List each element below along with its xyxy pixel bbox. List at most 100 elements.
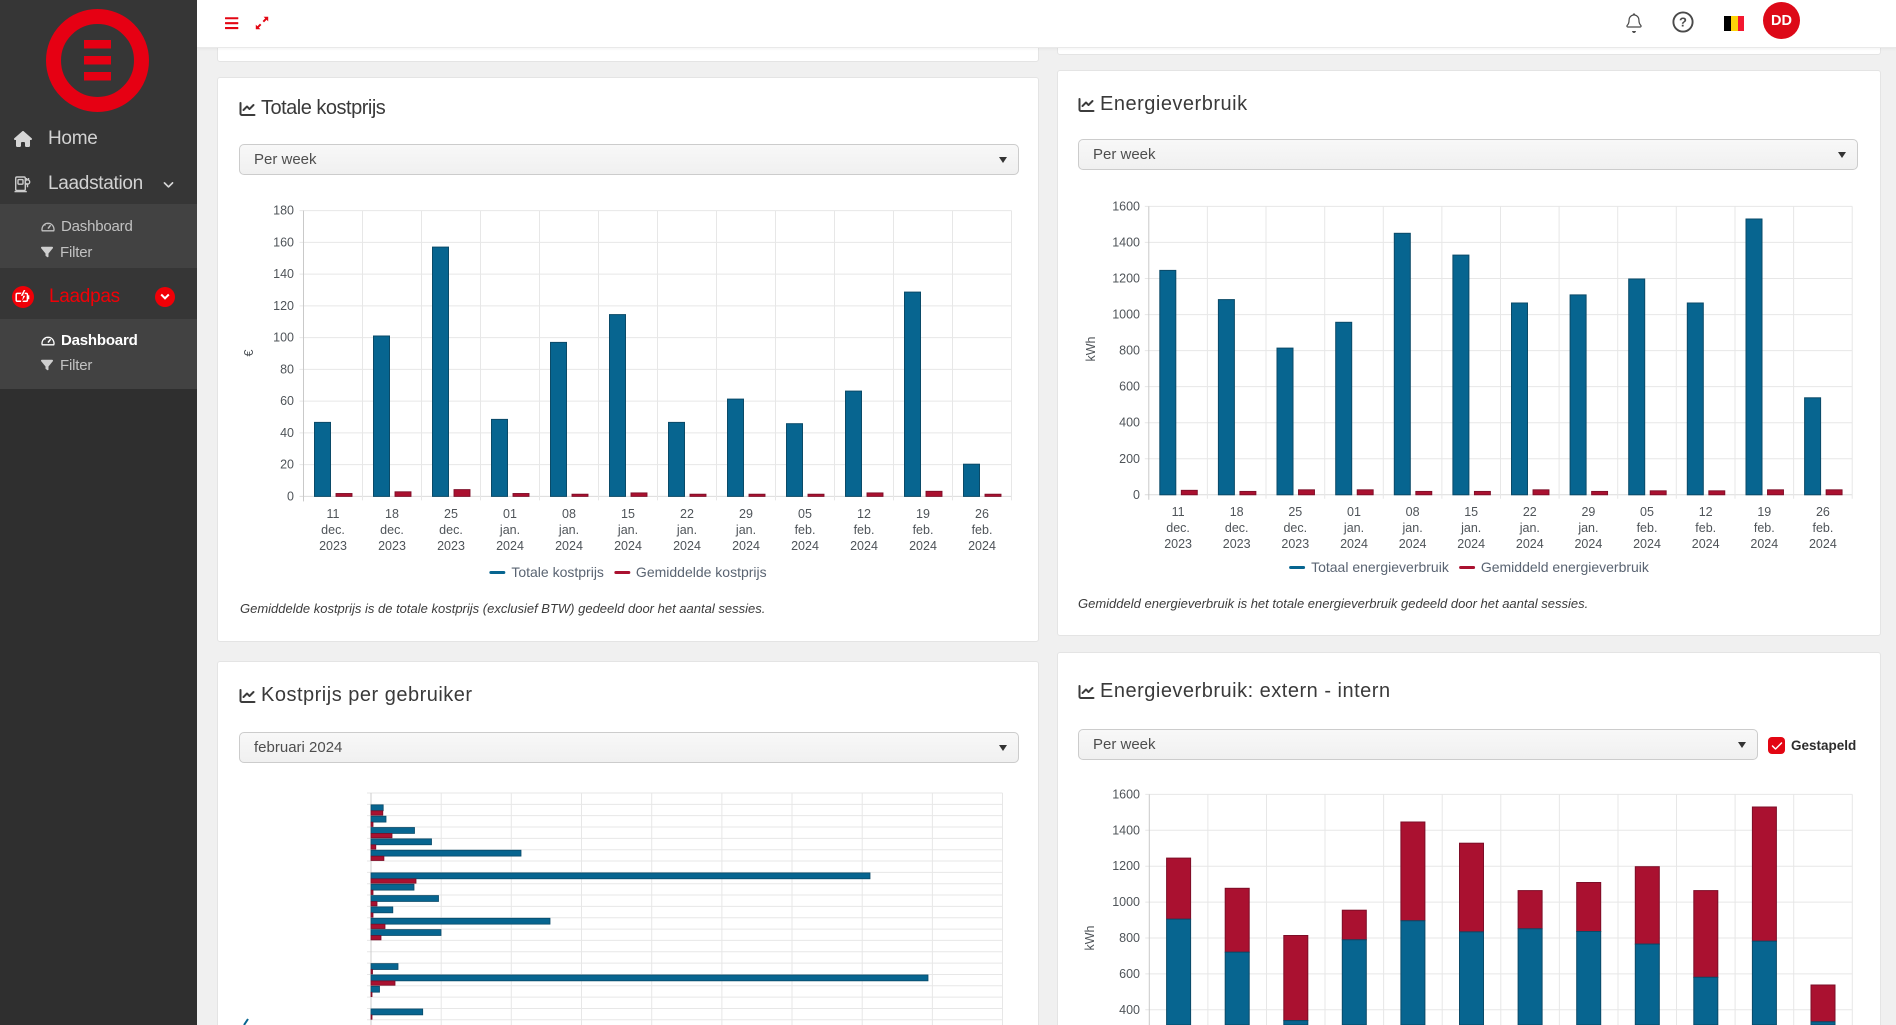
svg-text:2024: 2024	[614, 539, 642, 553]
svg-text:jan.: jan.	[499, 523, 520, 537]
svg-text:2024: 2024	[1340, 537, 1368, 551]
svg-text:jan.: jan.	[1343, 521, 1364, 535]
svg-text:25: 25	[444, 507, 458, 521]
svg-text:80: 80	[280, 362, 294, 376]
svg-text:22: 22	[1523, 505, 1537, 519]
svg-text:22: 22	[680, 507, 694, 521]
svg-text:feb.: feb.	[854, 523, 875, 537]
svg-text:2024: 2024	[909, 539, 937, 553]
svg-text:2024: 2024	[1516, 537, 1544, 551]
svg-text:2023: 2023	[319, 539, 347, 553]
svg-text:jan.: jan.	[1519, 521, 1540, 535]
svg-text:2024: 2024	[1457, 537, 1485, 551]
svg-text:25: 25	[1288, 505, 1302, 519]
svg-text:feb.: feb.	[795, 523, 816, 537]
svg-text:?: ?	[1679, 15, 1687, 30]
svg-text:feb.: feb.	[1637, 521, 1658, 535]
svg-text:1200: 1200	[1112, 272, 1140, 286]
svg-text:20: 20	[280, 458, 294, 472]
svg-text:dec.: dec.	[439, 523, 463, 537]
svg-text:2024: 2024	[1692, 537, 1720, 551]
svg-text:2024: 2024	[1750, 537, 1778, 551]
svg-text:2024: 2024	[732, 539, 760, 553]
svg-text:2024: 2024	[673, 539, 701, 553]
svg-text:2024: 2024	[555, 539, 583, 553]
svg-text:dec.: dec.	[380, 523, 404, 537]
svg-text:26: 26	[975, 507, 989, 521]
svg-text:12: 12	[857, 507, 871, 521]
svg-text:18: 18	[385, 507, 399, 521]
svg-text:26: 26	[1816, 505, 1830, 519]
svg-text:2023: 2023	[437, 539, 465, 553]
svg-text:800: 800	[1119, 931, 1140, 945]
svg-text:1200: 1200	[1112, 859, 1140, 873]
svg-text:19: 19	[916, 507, 930, 521]
svg-text:1000: 1000	[1112, 308, 1140, 322]
svg-text:11: 11	[327, 507, 340, 521]
svg-text:dec.: dec.	[1225, 521, 1249, 535]
svg-text:jan.: jan.	[1460, 521, 1481, 535]
svg-text:jan.: jan.	[1577, 521, 1598, 535]
svg-text:2024: 2024	[968, 539, 996, 553]
svg-text:kWh: kWh	[1083, 925, 1097, 950]
svg-text:feb.: feb.	[1754, 521, 1775, 535]
svg-text:2023: 2023	[1281, 537, 1309, 551]
svg-text:0: 0	[287, 489, 294, 503]
svg-text:jan.: jan.	[617, 523, 638, 537]
svg-text:120: 120	[273, 299, 294, 313]
svg-text:dec.: dec.	[1166, 521, 1190, 535]
svg-text:1600: 1600	[1112, 787, 1140, 801]
svg-text:600: 600	[1119, 967, 1140, 981]
svg-text:05: 05	[1640, 505, 1654, 519]
svg-text:08: 08	[1406, 505, 1420, 519]
svg-text:1000: 1000	[1112, 895, 1140, 909]
svg-text:feb.: feb.	[913, 523, 934, 537]
svg-text:100: 100	[273, 331, 294, 345]
svg-text:160: 160	[273, 235, 294, 249]
svg-text:dec.: dec.	[321, 523, 345, 537]
svg-text:0: 0	[1133, 488, 1140, 502]
svg-text:jan.: jan.	[676, 523, 697, 537]
svg-text:2023: 2023	[378, 539, 406, 553]
svg-text:jan.: jan.	[1402, 521, 1423, 535]
svg-text:kWh: kWh	[1084, 336, 1098, 361]
svg-text:12: 12	[1699, 505, 1713, 519]
svg-text:2024: 2024	[1633, 537, 1661, 551]
svg-text:2023: 2023	[1223, 537, 1251, 551]
svg-text:feb.: feb.	[1812, 521, 1833, 535]
svg-text:€: €	[242, 349, 256, 356]
svg-text:29: 29	[1581, 505, 1595, 519]
svg-text:11: 11	[1172, 505, 1185, 519]
svg-text:2024: 2024	[791, 539, 819, 553]
svg-text:01: 01	[503, 507, 517, 521]
svg-text:600: 600	[1119, 380, 1140, 394]
svg-text:2024: 2024	[1809, 537, 1837, 551]
svg-text:feb.: feb.	[1695, 521, 1716, 535]
svg-text:jan.: jan.	[558, 523, 579, 537]
svg-text:180: 180	[273, 204, 294, 218]
svg-text:2024: 2024	[496, 539, 524, 553]
svg-text:2024: 2024	[1399, 537, 1427, 551]
svg-text:1400: 1400	[1112, 235, 1140, 249]
svg-text:40: 40	[280, 426, 294, 440]
svg-text:feb.: feb.	[972, 523, 993, 537]
svg-text:1400: 1400	[1112, 823, 1140, 837]
svg-text:15: 15	[621, 507, 635, 521]
svg-text:1600: 1600	[1112, 199, 1140, 213]
svg-text:05: 05	[798, 507, 812, 521]
svg-text:200: 200	[1119, 452, 1140, 466]
svg-text:jan.: jan.	[735, 523, 756, 537]
svg-text:18: 18	[1230, 505, 1244, 519]
svg-text:19: 19	[1757, 505, 1771, 519]
svg-text:140: 140	[273, 267, 294, 281]
svg-text:2024: 2024	[850, 539, 878, 553]
svg-text:29: 29	[739, 507, 753, 521]
svg-text:60: 60	[280, 394, 294, 408]
svg-text:15: 15	[1464, 505, 1478, 519]
svg-text:2023: 2023	[1164, 537, 1192, 551]
svg-text:08: 08	[562, 507, 576, 521]
svg-text:400: 400	[1119, 416, 1140, 430]
svg-text:dec.: dec.	[1283, 521, 1307, 535]
svg-text:800: 800	[1119, 344, 1140, 358]
svg-text:01: 01	[1347, 505, 1361, 519]
